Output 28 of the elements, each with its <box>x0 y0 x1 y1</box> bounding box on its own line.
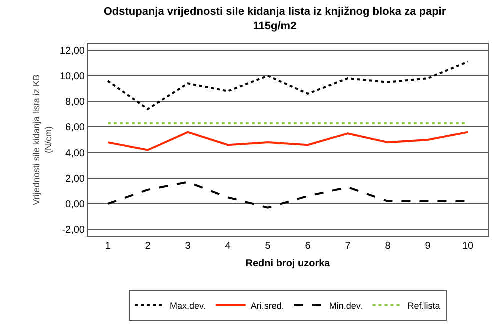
line-series <box>107 131 469 152</box>
chart-subtitle: 115g/m2 <box>253 20 297 32</box>
x-tick-label: 1 <box>105 241 112 252</box>
x-axis-title: Redni broj uzorka <box>246 258 331 270</box>
y-axis-title: Vrijednosti sile kidanja lista iz KB (N/cm) <box>32 74 54 206</box>
chart-title: Odstupanja vrijednosti sile kidanja lista iz knjižnog bloka za papir <box>104 6 447 18</box>
y-tick-label: 2,00 <box>66 174 86 185</box>
x-tick-label: 8 <box>385 241 392 252</box>
legend-label: Ari.sred. <box>250 300 284 311</box>
x-tick-label: 9 <box>425 241 432 252</box>
y-tick-label: -2,00 <box>62 225 86 236</box>
x-tick-label: 3 <box>185 241 192 252</box>
line-series <box>107 60 469 110</box>
y-tick-label: 8,00 <box>66 97 86 108</box>
legend-label: Ref.lista <box>408 300 440 311</box>
x-tick-label: 2 <box>145 241 152 252</box>
x-tick-label: 4 <box>225 241 232 252</box>
y-tick-label: 0,00 <box>66 200 86 210</box>
x-tick-label: 6 <box>305 241 312 252</box>
y-tick-label: 12,00 <box>60 46 86 57</box>
x-tick-label: 10 <box>462 241 474 252</box>
legend-label: Min.dev. <box>329 300 363 311</box>
y-tick-label: 4,00 <box>66 148 86 160</box>
y-tick-label: 10,00 <box>60 72 86 82</box>
y-tick-label: 6,00 <box>66 122 86 134</box>
x-tick-label: 7 <box>345 241 352 252</box>
legend-label: Max.dev. <box>170 300 206 311</box>
x-tick-label: 5 <box>265 241 272 252</box>
